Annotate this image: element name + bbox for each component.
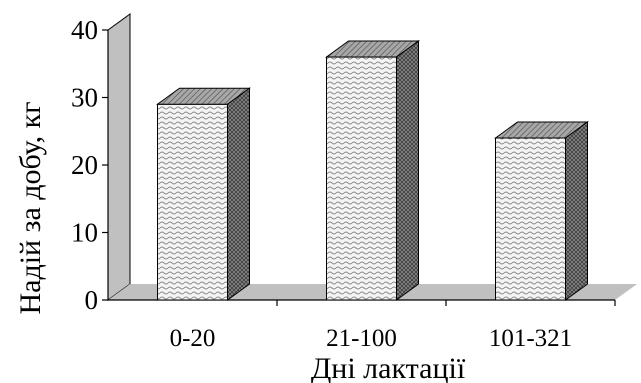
bar-front	[157, 103, 228, 301]
y-tick-label: 10	[71, 218, 98, 248]
back-wall	[107, 13, 131, 301]
bar-side	[565, 121, 588, 301]
bar-front	[326, 56, 397, 301]
x-tick-label: 0-20	[170, 325, 216, 352]
bar	[493, 121, 590, 301]
bar-side	[396, 40, 419, 301]
y-tick-label: 0	[85, 285, 99, 315]
x-axis-title: Дні лактації	[311, 352, 466, 383]
bar	[324, 40, 421, 301]
bar	[155, 87, 252, 301]
x-tick-label: 21-100	[326, 325, 397, 352]
x-tick-label: 101-321	[489, 325, 572, 352]
bar-side	[227, 87, 250, 301]
y-axis-title: Надій за добу, кг	[14, 101, 47, 314]
y-tick-label: 40	[71, 15, 98, 45]
y-tick-label: 20	[71, 150, 98, 180]
bar-front	[495, 137, 566, 301]
y-tick-label: 30	[71, 83, 98, 113]
